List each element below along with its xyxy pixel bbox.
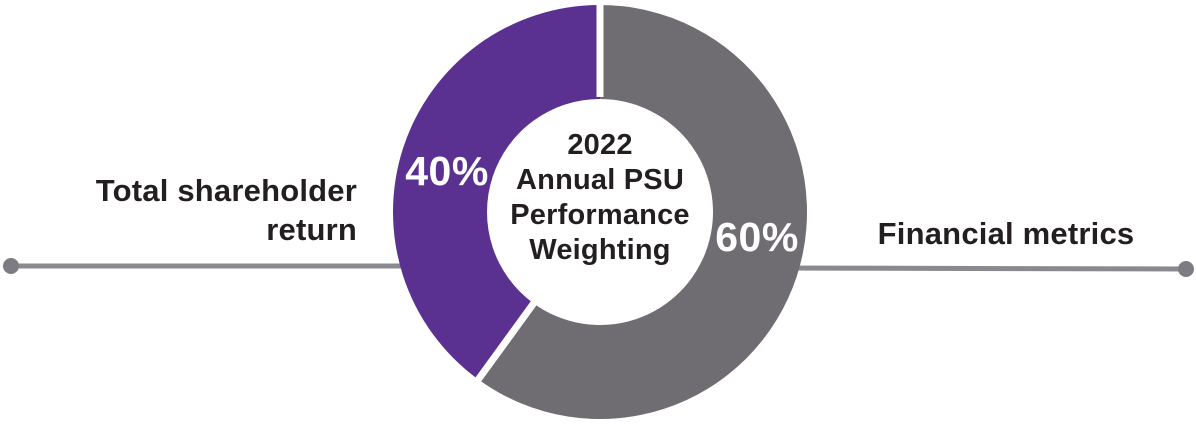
left-leader-dot — [3, 258, 19, 274]
data-label-40-percent: 40% — [405, 148, 489, 194]
data-label-60-percent: 60% — [715, 214, 799, 260]
center-title-line-4: Weighting — [529, 234, 671, 266]
label-total-shareholder-return: Total shareholder return — [95, 173, 357, 247]
right-leader-dot — [1178, 261, 1194, 277]
center-title-line-3: Performance — [510, 199, 690, 231]
label-financial-metrics: Financial metrics — [877, 216, 1135, 251]
center-title-line-1: 2022 — [567, 129, 633, 161]
slice-divider-lower-left — [471, 294, 542, 387]
chart-center-title: 2022 Annual PSU Performance Weighting — [470, 128, 730, 268]
center-title-line-2: Annual PSU — [516, 164, 684, 196]
right-leader-line — [759, 265, 1187, 272]
slice-financial-metrics — [478, 5, 807, 420]
slice-total-shareholder-return — [392, 5, 600, 380]
